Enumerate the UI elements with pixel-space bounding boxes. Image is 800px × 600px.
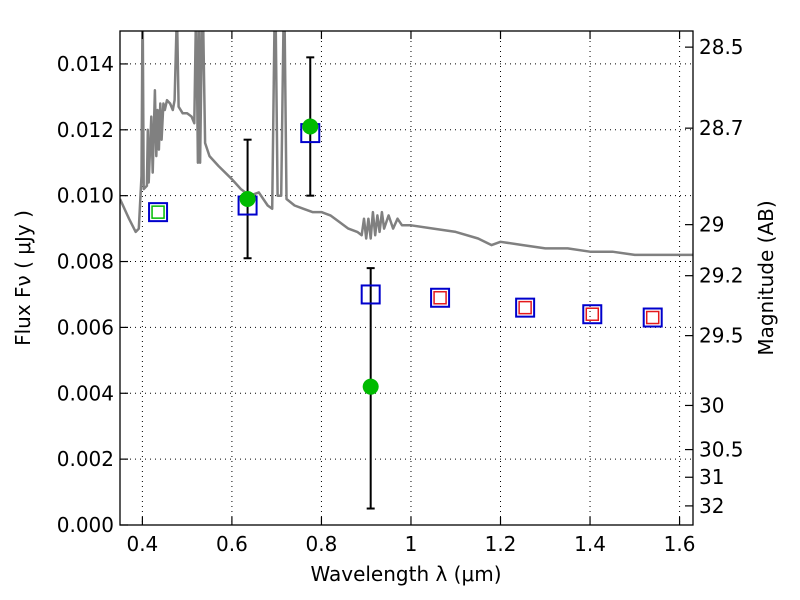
x-axis-label: Wavelength λ (μm) — [310, 562, 501, 586]
square-marker — [645, 310, 660, 325]
y-tick-label: 0.008 — [57, 250, 114, 274]
tick-labels: 0.4 0.6 0.8 1 1.2 1.4 1.6 0.000 0.002 0.004 0.006 0… — [57, 35, 744, 556]
y-tick-label: 0.002 — [57, 447, 114, 471]
y-tick-label: 0.012 — [57, 118, 114, 142]
y-tick-label: 0.010 — [57, 184, 114, 208]
y-tick-label: 0.000 — [57, 513, 114, 537]
right-tick-label: 29 — [699, 213, 724, 237]
right-tick-label: 32 — [699, 494, 724, 518]
x-tick-label: 0.8 — [306, 532, 338, 556]
circle-marker — [362, 378, 379, 395]
square-marker — [585, 307, 600, 321]
square-marker — [360, 284, 381, 305]
right-tick-label: 30 — [699, 393, 724, 417]
x-tick-label: 0.4 — [126, 532, 158, 556]
axis-ticks — [120, 31, 693, 526]
x-tick-label: 1.4 — [574, 532, 606, 556]
y-tick-label: 0.004 — [57, 381, 114, 405]
right-tick-label: 28.7 — [699, 116, 744, 140]
square-marker — [515, 297, 536, 318]
x-tick-label: 0.6 — [216, 532, 248, 556]
plot-area — [120, 31, 693, 510]
grid — [120, 31, 693, 526]
square-marker — [582, 304, 603, 325]
right-tick-label: 29.2 — [699, 264, 744, 288]
y-tick-label: 0.014 — [57, 52, 114, 76]
right-tick-label: 28.5 — [699, 35, 744, 59]
square-marker — [151, 205, 165, 219]
square-marker — [642, 307, 663, 328]
square-marker — [148, 202, 169, 223]
right-tick-label: 31 — [699, 465, 724, 489]
square-marker — [433, 291, 447, 305]
circle-marker — [302, 118, 319, 135]
circle-marker — [239, 190, 256, 207]
x-tick-label: 1.6 — [664, 532, 696, 556]
square-marker — [518, 300, 532, 315]
y-tick-label: 0.006 — [57, 315, 114, 339]
right-tick-label: 30.5 — [699, 438, 744, 462]
spectrum-line — [120, 31, 693, 257]
right-axis-label: Magnitude (AB) — [754, 200, 778, 355]
right-tick-label: 29.5 — [699, 324, 744, 348]
x-tick-label: 1.2 — [485, 532, 517, 556]
x-tick-label: 1 — [405, 532, 418, 556]
y-axis-label: Flux Fν ( μJy ) — [11, 210, 35, 346]
square-marker — [430, 287, 451, 308]
plot-frame — [119, 30, 694, 526]
